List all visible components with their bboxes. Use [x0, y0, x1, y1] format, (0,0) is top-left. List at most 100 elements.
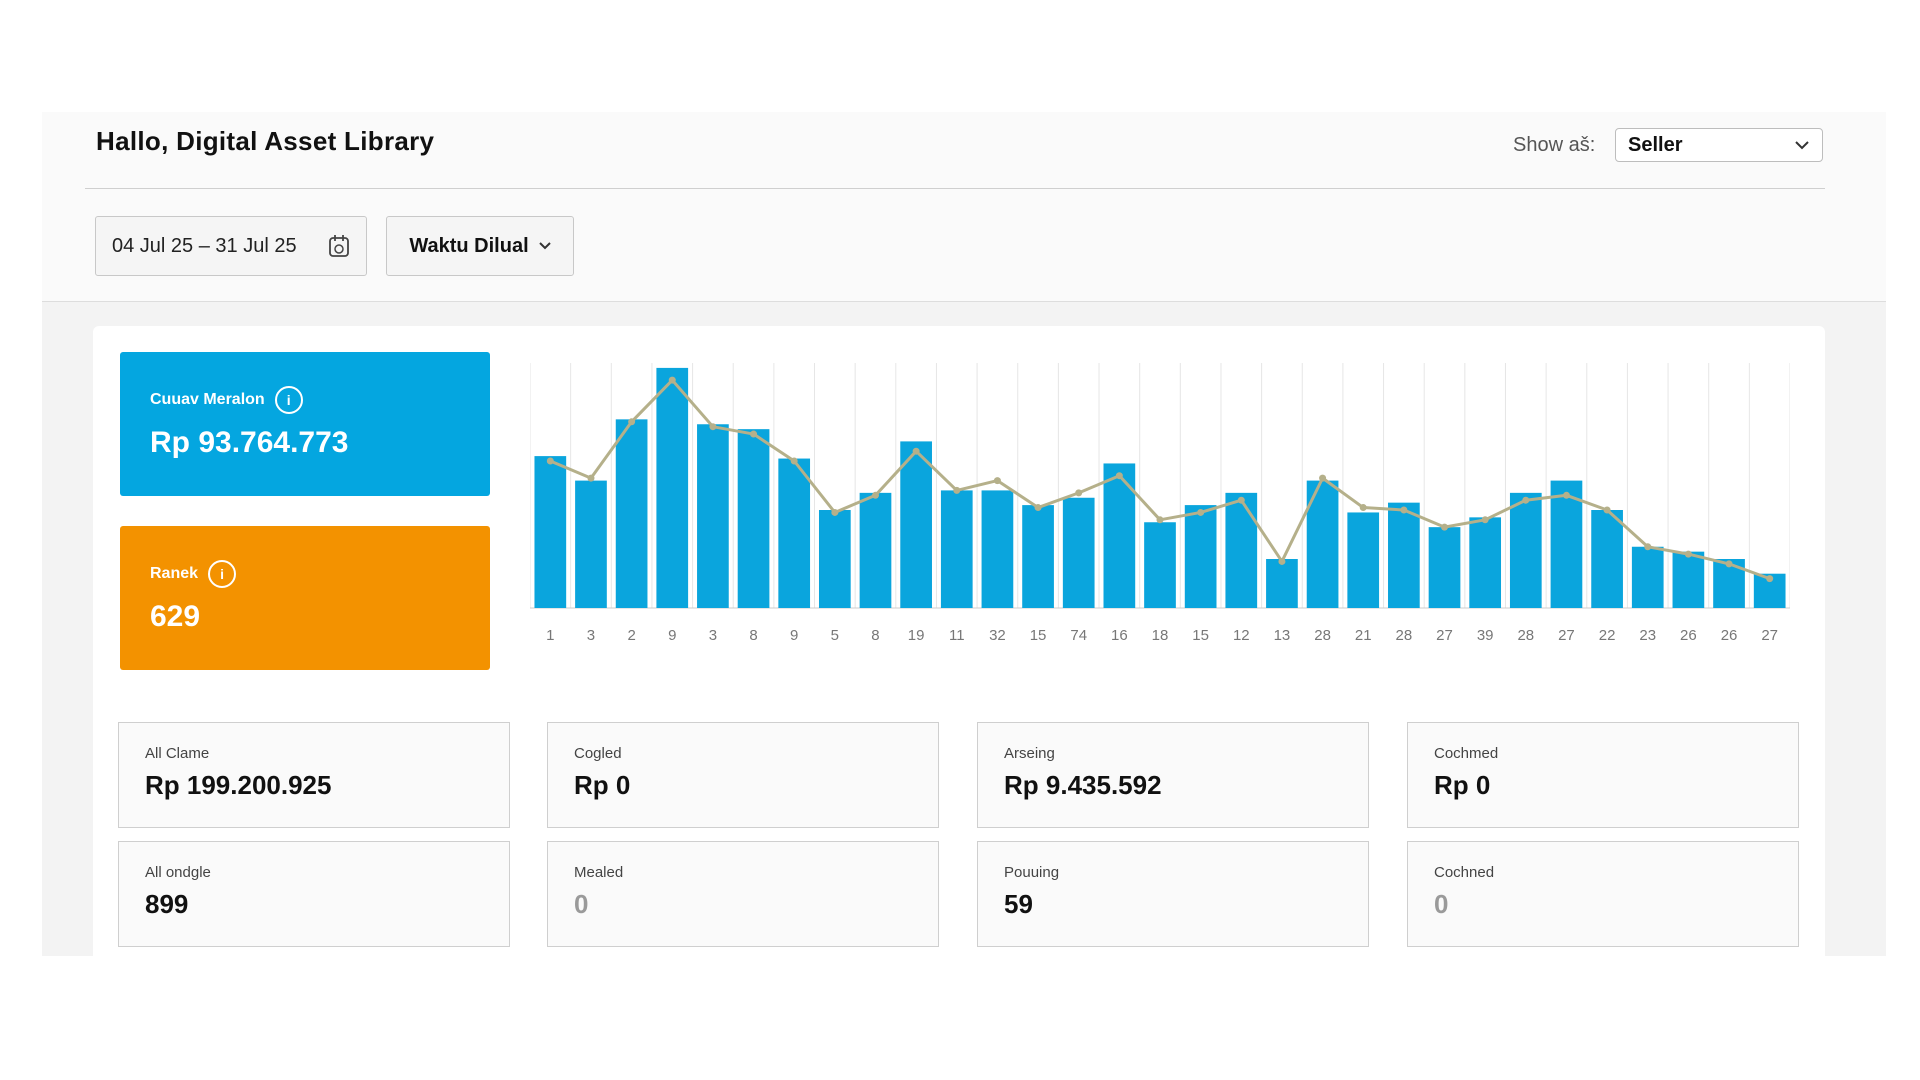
metric-value: 899: [145, 889, 189, 919]
metric-label: Pouuing: [1004, 864, 1060, 881]
chart-line-point: [668, 376, 676, 384]
chart-line-point: [831, 508, 839, 516]
chart-tick-label: 28: [1396, 627, 1413, 644]
info-icon[interactable]: i: [208, 560, 237, 588]
chart-line-point: [1481, 516, 1489, 524]
chart-bar: [697, 424, 729, 608]
sort-dropdown[interactable]: Waktu Dilual: [386, 216, 574, 276]
chart-line-point: [1237, 496, 1245, 504]
metric-label: All ondgle: [145, 864, 211, 881]
chart-tick-label: 2: [627, 627, 635, 644]
metric-label: Mealed: [574, 864, 624, 881]
metric-value: 0: [1434, 889, 1449, 919]
metric-value: Rp 199.200.925: [145, 770, 332, 800]
chart-bar: [1062, 497, 1095, 608]
metric-label: Arseing: [1004, 745, 1055, 762]
chart-bar: [1591, 510, 1623, 608]
metric-card[interactable]: Mealed 0: [547, 841, 939, 947]
chart-bar: [575, 480, 607, 608]
chart-tick-label: 19: [908, 627, 925, 644]
metric-value: Rp 0: [574, 770, 631, 800]
metric-card[interactable]: All Clame Rp 199.200.925: [118, 722, 510, 828]
highlight-count-label: Ranek: [150, 565, 199, 582]
metric-label: Cochmed: [1434, 745, 1499, 762]
chart-bar: [656, 367, 689, 608]
metric-card[interactable]: Cochned 0: [1407, 841, 1799, 947]
chart-tick-label: 39: [1477, 627, 1494, 644]
chart-line-point: [750, 430, 758, 438]
chart-tick-label: 27: [1558, 627, 1575, 644]
chart-tick-label: 22: [1599, 627, 1616, 644]
metric-card[interactable]: Pouuing 59: [977, 841, 1369, 947]
chart-line-point: [912, 447, 920, 455]
chart-tick-label: 8: [871, 627, 879, 644]
highlight-revenue-label: Cuuav Meralon: [150, 391, 265, 408]
chart-line-point: [1725, 560, 1733, 568]
info-icon[interactable]: i: [274, 386, 303, 414]
chart-bar: [900, 441, 932, 608]
date-range-text: 04 Jul 25 – 31 Jul 25: [112, 234, 297, 257]
chart-tick-label: 28: [1314, 627, 1331, 644]
chart-tick-label: 9: [668, 627, 676, 644]
chart-line-point: [1562, 491, 1570, 499]
chart-line-point: [1603, 506, 1611, 514]
chart-bar: [1509, 492, 1542, 608]
chart-tick-label: 1: [546, 627, 554, 644]
section-divider: [42, 301, 1886, 302]
chart-tick-label: 3: [587, 627, 595, 644]
chart-bar: [1469, 517, 1502, 608]
chart-bar: [1022, 505, 1054, 608]
chart-bar: [1103, 463, 1136, 608]
chart-line-point: [790, 457, 798, 465]
metric-card[interactable]: All ondgle 899: [118, 841, 510, 947]
chart-tick-label: 11: [949, 627, 965, 644]
metric-value: Rp 0: [1434, 770, 1491, 800]
chevron-down-icon: [1795, 141, 1809, 150]
chart-bar: [859, 492, 892, 608]
chart-line-point: [1319, 474, 1327, 482]
chart-line-point: [1441, 523, 1449, 531]
chart-tick-label: 21: [1355, 627, 1372, 644]
chart-bar: [534, 456, 567, 608]
sales-chart: 1 3 2 9 3 8 9 5 8 19 11 32 15 74 16 18 15 12 13 28 21 28 27 39 2…: [530, 363, 1790, 644]
sort-dropdown-label: Waktu Dilual: [409, 234, 529, 257]
chart-bar: [778, 458, 811, 608]
chart-tick-label: 5: [831, 627, 839, 644]
chart-line-point: [953, 486, 961, 494]
date-range-picker[interactable]: 04 Jul 25 – 31 Jul 25: [95, 216, 367, 276]
chart-line-point: [1522, 496, 1530, 504]
highlight-count[interactable]: Ranek i 629: [120, 526, 490, 670]
role-select[interactable]: Seller: [1615, 128, 1823, 162]
chart-tick-label: 15: [1030, 627, 1047, 644]
chart-line-point: [546, 457, 554, 465]
chart-tick-label: 9: [790, 627, 798, 644]
page-title: Hallo, Digital Asset Library: [96, 126, 435, 156]
chart-bar: [737, 429, 770, 608]
chart-bar: [818, 510, 851, 608]
metric-card[interactable]: Cochmed Rp 0: [1407, 722, 1799, 828]
chart-bar: [1672, 551, 1705, 608]
metric-card[interactable]: Arseing Rp 9.435.592: [977, 722, 1369, 828]
highlight-count-label-row: Ranek i: [150, 560, 460, 588]
highlight-count-value: 629: [150, 600, 201, 633]
chart-bar: [1266, 559, 1298, 608]
chart-bar: [1144, 522, 1176, 608]
chart-line-point: [1359, 504, 1367, 512]
chart-line-point: [1156, 516, 1164, 524]
chart-line-point: [1766, 575, 1774, 583]
metric-card[interactable]: Cogled Rp 0: [547, 722, 939, 828]
highlight-revenue-value: Rp 93.764.773: [150, 426, 349, 459]
metric-label: Cochned: [1434, 864, 1495, 881]
highlight-revenue[interactable]: Cuuav Meralon i Rp 93.764.773: [120, 352, 490, 496]
chart-tick-label: 23: [1639, 627, 1656, 644]
chart-bar: [1550, 480, 1583, 608]
calendar-icon: [329, 235, 349, 257]
chart-tick-label: 8: [749, 627, 757, 644]
chart-tick-label: 12: [1233, 627, 1250, 644]
chart-tick-label: 27: [1436, 627, 1453, 644]
chart-bar: [940, 490, 973, 608]
metric-value: 59: [1004, 889, 1033, 919]
metric-label: All Clame: [145, 745, 210, 762]
chart-tick-label: 74: [1070, 627, 1087, 644]
chart-bar: [981, 490, 1014, 608]
